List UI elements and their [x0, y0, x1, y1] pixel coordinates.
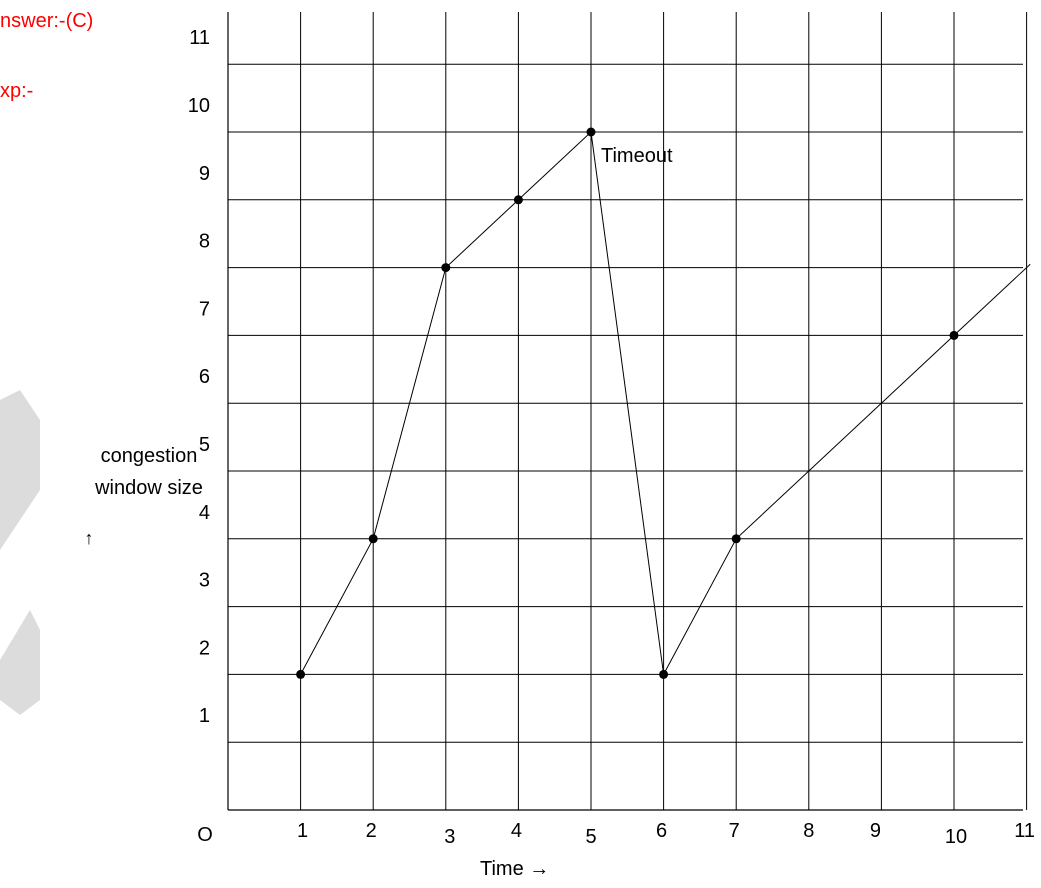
y-tick-label: 8 [199, 231, 210, 253]
y-tick-label: 9 [199, 163, 210, 185]
data-point [731, 534, 741, 544]
y-tick-label: 7 [199, 298, 210, 320]
data-point [659, 669, 669, 679]
y-tick-label: 1 [199, 705, 210, 727]
data-point [296, 669, 306, 679]
y-tick-label: 6 [199, 366, 210, 388]
answer-text: nswer:-(C) [0, 10, 94, 32]
x-tick-label: 5 [585, 826, 596, 848]
origin-label: O [197, 824, 213, 846]
x-tick-label: 3 [444, 826, 455, 848]
y-tick-label: 5 [199, 434, 210, 456]
y-tick-label: 4 [199, 502, 210, 524]
y-tick-label: 11 [189, 27, 210, 49]
x-tick-label: 4 [511, 820, 522, 842]
x-tick-label: 10 [945, 826, 967, 848]
y-tick-label: 3 [199, 570, 210, 592]
data-point [513, 195, 523, 205]
y-axis-arrow: ↑ [84, 528, 94, 548]
x-tick-label: 11 [1014, 820, 1035, 842]
x-axis-label: Time → [480, 858, 550, 880]
x-tick-label: 2 [366, 820, 377, 842]
x-tick-label: 6 [656, 820, 667, 842]
data-point [586, 127, 596, 137]
data-point [949, 330, 959, 340]
timeout-annotation: Timeout [601, 145, 673, 167]
x-tick-label: 1 [297, 820, 308, 842]
data-point [368, 534, 378, 544]
x-tick-label: 8 [803, 820, 814, 842]
y-tick-label: 2 [199, 637, 210, 659]
y-tick-label: 10 [188, 95, 210, 117]
y-axis-label: congestion window size [95, 445, 203, 499]
x-tick-label: 7 [729, 820, 740, 842]
explanation-label: xp:- [0, 80, 34, 102]
data-point [441, 263, 451, 273]
watermark-shape [0, 390, 40, 715]
x-tick-label: 9 [870, 820, 881, 842]
